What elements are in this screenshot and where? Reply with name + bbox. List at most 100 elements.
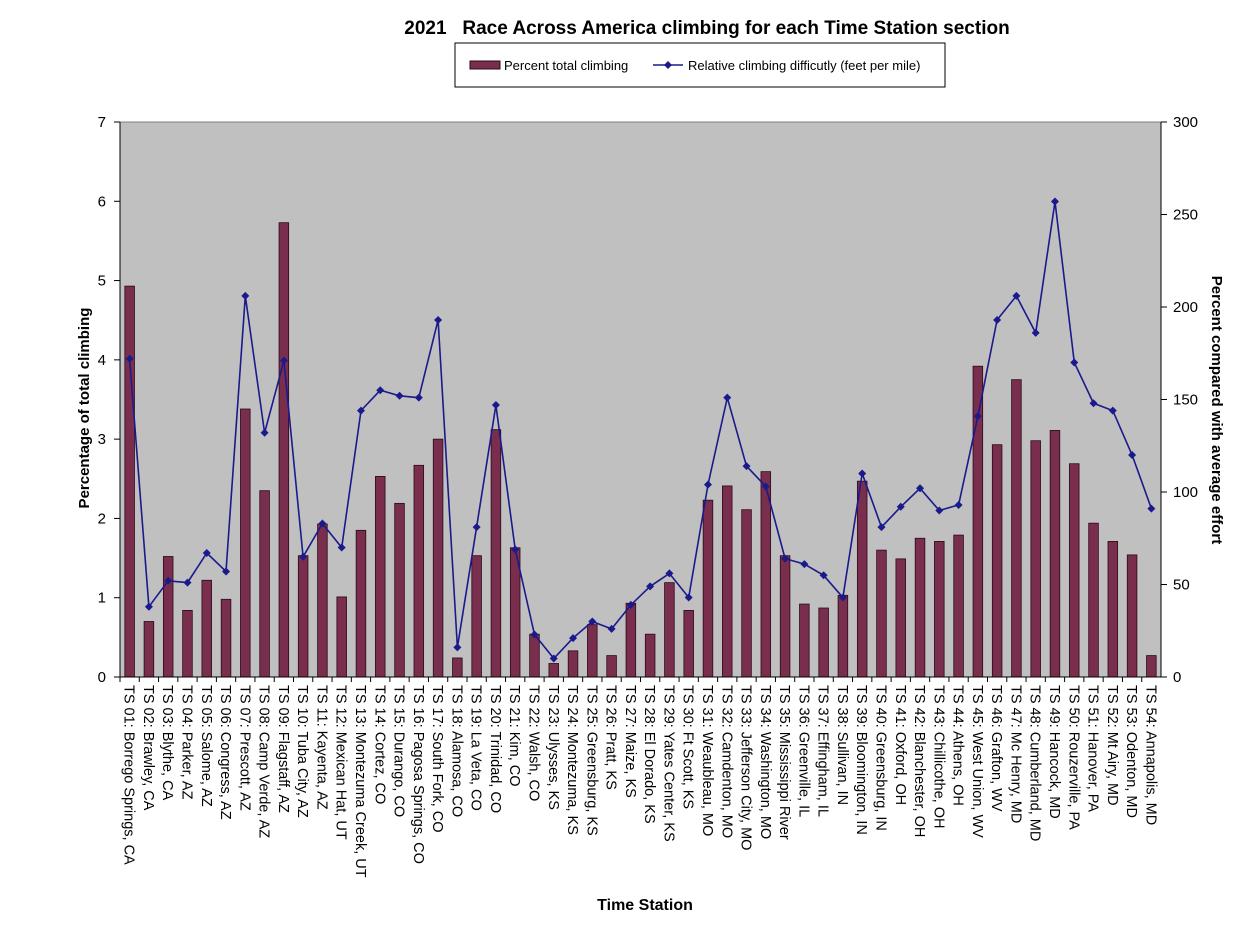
line-point: [222, 567, 231, 576]
x-tick-label: TS 50: Rouzerville, PA: [1065, 685, 1081, 830]
x-tick-label: TS 45: West Union, WV: [969, 685, 985, 838]
right-axis: 0 50 100 150 200 250 300: [1160, 114, 1198, 686]
bar: [914, 537, 926, 678]
bar: [934, 541, 945, 678]
line-point: [935, 506, 944, 515]
bar: [1030, 440, 1041, 678]
bar: [394, 502, 405, 678]
line-point: [125, 354, 134, 363]
bar: [375, 476, 386, 678]
bar: [567, 650, 579, 678]
line-point: [761, 482, 770, 491]
bar: [702, 499, 714, 678]
x-tick-label: TS 05: Salome, AZ: [198, 685, 214, 807]
bar: [124, 285, 135, 678]
x-tick-label: TS 48: Cumberland, MD: [1027, 685, 1043, 841]
line-point: [703, 480, 712, 489]
y-tick-label: 7: [98, 114, 106, 131]
line-point: [202, 549, 211, 558]
line-point: [858, 469, 867, 478]
x-tick-label: TS 39: Bloomington, IN: [853, 685, 869, 835]
line-point: [279, 356, 288, 365]
line-point: [337, 543, 346, 552]
x-tick-label: TS 29: Yates Center, KS: [660, 685, 676, 842]
x-tick-label: TS 53: Odenton, MD: [1123, 685, 1139, 818]
line-point: [144, 602, 153, 611]
bar: [895, 558, 906, 678]
line-point: [838, 593, 847, 602]
bar: [220, 598, 232, 678]
x-tick-label: TS 17: South Fork, CO: [429, 685, 445, 832]
bar: [297, 555, 309, 678]
y2-tick-label: 0: [1173, 669, 1181, 686]
bar: [278, 222, 290, 678]
line-series: [125, 197, 1156, 663]
x-tick-label: TS 43: Chillicothe, OH: [930, 685, 946, 828]
line-point: [183, 578, 192, 587]
bar: [683, 610, 694, 678]
line-point: [164, 576, 173, 585]
x-tick-label: TS 40: Greensburg, IN: [873, 685, 889, 831]
x-tick-label: TS 51: Hanover, PA: [1085, 685, 1101, 812]
bar: [837, 594, 849, 678]
x-tick-label: TS 24: Montezuma, KS: [564, 685, 580, 835]
bar: [240, 408, 251, 678]
bar: [625, 602, 637, 678]
line-point: [491, 401, 500, 410]
bar: [953, 534, 964, 678]
x-tick-label: TS 04: Parker, AZ: [179, 685, 195, 800]
line-point: [1089, 399, 1098, 408]
bar: [876, 549, 887, 678]
line-point: [896, 502, 905, 511]
x-tick-label: TS 28: El Dorado, KS: [641, 685, 657, 824]
x-tick-label: TS 18: Alamosa, CO: [448, 685, 464, 817]
line-point: [260, 428, 269, 437]
x-tick-label: TS 38: Sullivan, IN: [834, 685, 850, 805]
x-tick-label: TS 36: Greenville, IL: [795, 685, 811, 817]
x-tick-label: TS 44: Athens, OH: [950, 685, 966, 806]
line-point: [299, 552, 308, 561]
bar: [644, 633, 656, 678]
x-tick-label: TS 33: Jefferson City, MO: [738, 685, 754, 850]
x-tick-label: TS 19: La Veta, CO: [468, 685, 484, 811]
x-tick-label: TS 47: Mc Henry, MD: [1007, 685, 1023, 823]
x-tick-label: TS 11: Kayenta, AZ: [313, 685, 329, 810]
bar: [452, 657, 463, 678]
line-point: [453, 643, 462, 652]
bar: [201, 579, 212, 678]
line-point: [1147, 504, 1156, 513]
legend-line-label: Relative climbing difficutly (feet per m…: [688, 58, 920, 73]
line-point: [626, 600, 635, 609]
line-point: [1128, 451, 1137, 459]
line-point: [376, 386, 385, 395]
x-tick-label: TS 02: Brawley, CA: [140, 685, 156, 811]
y2-tick-label: 150: [1173, 392, 1198, 409]
x-tick-label: TS 13: Montezuma Creek, UT: [352, 685, 368, 878]
bar: [490, 429, 502, 678]
x-tick-label: TS 41: Oxford, OH: [892, 685, 908, 805]
bar: [162, 556, 174, 678]
bar: [664, 582, 675, 678]
bar: [779, 555, 791, 678]
x-tick-label: TS 08: Camp Verde, AZ: [256, 685, 272, 838]
line-point: [1070, 358, 1079, 367]
bar: [606, 655, 617, 678]
line-point: [549, 654, 558, 663]
x-tick-label: TS 10: Tuba City, AZ: [294, 685, 310, 818]
x-tick-label: TS 52: Mt Airy, MD: [1104, 685, 1120, 806]
bar: [1011, 379, 1022, 678]
x-tick-label: TS 31: Weaubleau, MO: [699, 685, 715, 836]
x-tick-label: TS 15: Durango, CO: [391, 685, 407, 817]
line-point: [607, 624, 616, 633]
x-tick-label: TS 46: Grafton, WV: [988, 685, 1004, 812]
x-tick-label: TS 09: Flagstaff, AZ: [275, 685, 291, 813]
line-point: [569, 634, 578, 643]
line-point: [472, 523, 481, 532]
bar: [991, 444, 1003, 678]
difficulty-line: [128, 201, 1153, 660]
y-tick-label: 6: [98, 193, 106, 210]
x-tick-label: TS 03: Blythe, CA: [159, 685, 175, 801]
x-tick-label: TS 42: Blanchester, OH: [911, 685, 927, 837]
bar: [143, 621, 155, 678]
